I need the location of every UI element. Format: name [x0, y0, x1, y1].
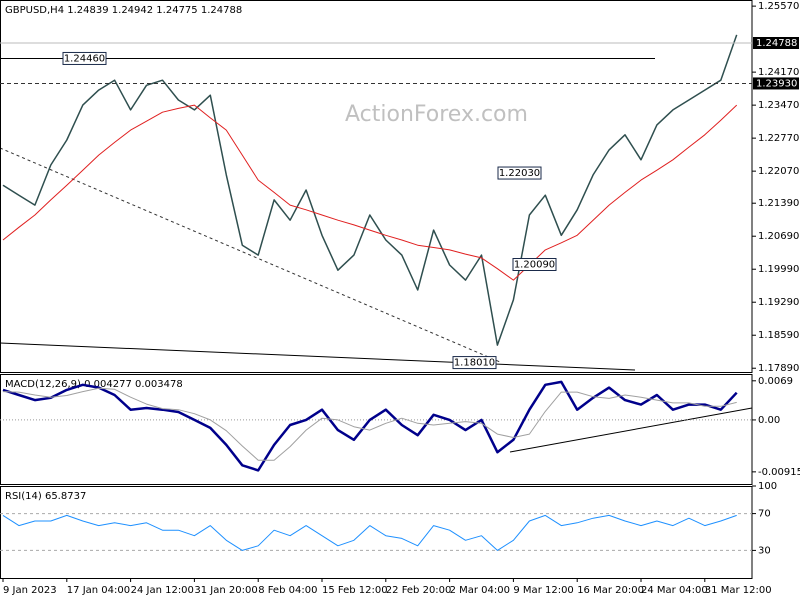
series-line	[2, 104, 738, 281]
y-tick-label: 1.25570	[758, 1, 799, 12]
series-line	[2, 514, 737, 551]
y-tick-label: 1.17890	[758, 363, 799, 374]
x-tick-label: 8 Feb 04:00	[258, 585, 317, 596]
y-tick-label: 1.23470	[758, 100, 799, 111]
y-tick-label: 1.22070	[758, 166, 799, 177]
annotation-label: 1.18010	[454, 358, 495, 369]
annotation-label: 1.20090	[514, 260, 555, 271]
y-tick-label: 1.24170	[758, 67, 799, 78]
price-label-box	[753, 77, 799, 90]
price-label-box	[753, 36, 799, 49]
x-tick-label: 15 Feb 12:00	[322, 585, 388, 596]
x-tick-label: 16 Mar 20:00	[577, 585, 644, 596]
panel-frame	[0, 374, 753, 485]
y-tick-label: 1.19290	[758, 297, 799, 308]
y-tick-label: 30	[758, 545, 771, 556]
y-tick-label: 1.19990	[758, 264, 799, 275]
series-line	[2, 34, 738, 346]
trend-line	[0, 147, 501, 363]
panel-title: RSI(14) 65.8737	[5, 491, 86, 502]
y-tick-label: 0.00	[758, 415, 780, 426]
trend-line	[509, 407, 753, 453]
x-tick-label: 24 Jan 12:00	[131, 585, 194, 596]
x-tick-label: 24 Mar 04:00	[641, 585, 708, 596]
x-tick-label: 22 Feb 20:00	[386, 585, 452, 596]
panel-frame	[0, 486, 753, 579]
y-tick-label: 1.21390	[758, 198, 799, 209]
x-tick-label: 2 Mar 04:00	[450, 585, 510, 596]
x-tick-label: 17 Jan 04:00	[67, 585, 130, 596]
annotation-box	[497, 166, 542, 180]
series-line	[2, 380, 738, 472]
y-tick-label: 100	[758, 481, 777, 492]
annotation-box	[512, 258, 557, 272]
annotation-label: 1.24460	[64, 53, 105, 64]
x-tick-label: 9 Mar 12:00	[513, 585, 573, 596]
trend-line	[0, 342, 636, 371]
annotation-box	[452, 356, 497, 370]
price-label: 1.24788	[756, 38, 797, 49]
watermark: ActionForex.com	[345, 102, 528, 127]
x-tick-label: 9 Jan 2023	[3, 585, 57, 596]
annotation-label: 1.22030	[499, 168, 540, 179]
x-tick-label: 31 Mar 12:00	[705, 585, 772, 596]
y-tick-label: 1.22770	[758, 133, 799, 144]
series-line	[2, 387, 737, 461]
y-tick-label: -0.009158	[758, 467, 800, 478]
panel-title: GBPUSD,H4 1.24839 1.24942 1.24775 1.2478…	[5, 5, 242, 16]
y-tick-label: 0.0069	[758, 376, 793, 387]
panel-title: MACD(12,26,9) 0.004277 0.003478	[5, 379, 183, 390]
y-tick-label: 1.18590	[758, 330, 799, 341]
price-label: 1.23930	[756, 78, 797, 89]
y-tick-label: 1.20690	[758, 231, 799, 242]
x-tick-label: 31 Jan 20:00	[194, 585, 257, 596]
y-tick-label: 70	[758, 509, 771, 520]
annotation-box	[62, 51, 107, 65]
panel-frame	[0, 0, 753, 373]
